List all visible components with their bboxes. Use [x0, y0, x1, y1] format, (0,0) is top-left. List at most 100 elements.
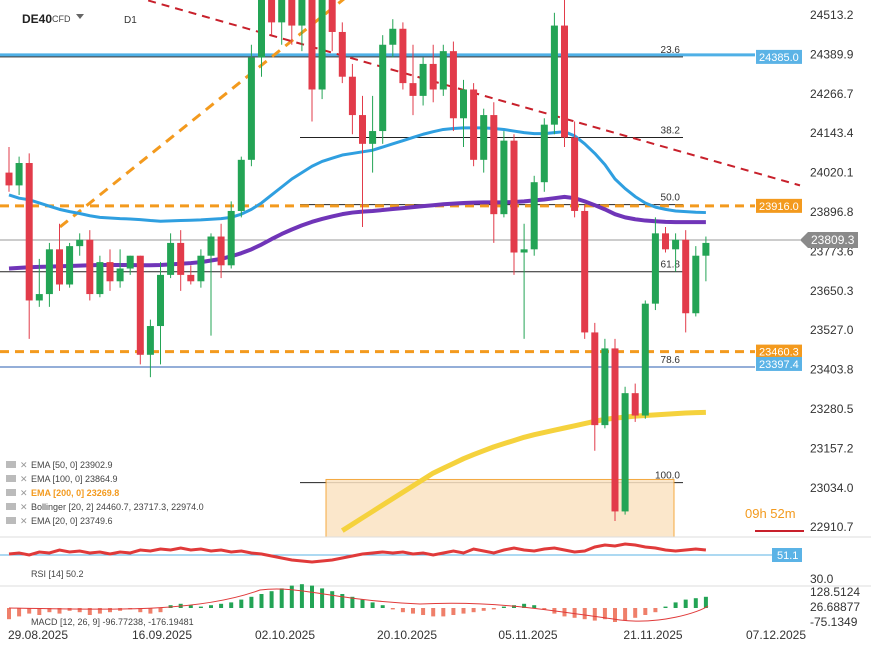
legend-close-icon[interactable]: ✕: [20, 460, 28, 470]
macd-bar: [188, 605, 193, 608]
macd-bar: [310, 585, 314, 608]
macd-bar: [481, 608, 486, 611]
macd-bar: [431, 608, 436, 617]
candle-body: [682, 239, 690, 314]
rsi-line: [8, 542, 707, 564]
macd-bar: [148, 608, 153, 614]
macd-bar: [633, 608, 638, 618]
chevron-down-icon[interactable]: [76, 14, 84, 19]
macd-bar: [532, 605, 537, 608]
price-tag-label: 23397.4: [759, 359, 799, 371]
indicator-legend[interactable]: ✕ EMA [50, 0] 23902.9✕ EMA [100, 0] 23864.…: [6, 460, 204, 526]
legend-label: Bollinger [20, 2] 24460.7, 23717.3, 2297…: [31, 502, 204, 512]
x-tick-label: 07.12.2025: [746, 628, 806, 642]
macd-bar: [87, 608, 92, 615]
candle-body: [268, 0, 276, 23]
macd-bar: [471, 608, 476, 613]
candles: [5, 0, 710, 522]
instrument-type: CFD: [52, 14, 71, 24]
x-tick-label: 05.11.2025: [498, 628, 557, 642]
rsi-label: RSI [14] 50.2: [31, 569, 84, 579]
legend-settings-icon[interactable]: [6, 461, 16, 468]
legend-close-icon[interactable]: ✕: [20, 474, 28, 484]
candle-body: [328, 0, 336, 32]
candle-body: [167, 242, 175, 275]
y-tick-label: 23403.8: [810, 363, 854, 377]
macd-bar: [592, 608, 597, 621]
timeframe-label: D1: [124, 15, 137, 26]
legend-close-icon[interactable]: ✕: [20, 502, 28, 512]
candle-body: [591, 332, 599, 426]
x-tick-label: 21.11.2025: [623, 628, 682, 642]
macd-bar: [643, 608, 648, 615]
candle-body: [348, 76, 356, 116]
macd-bar: [37, 608, 42, 615]
overlays: [0, 0, 801, 538]
chart-header[interactable]: DE40 CFD: [3, 8, 99, 28]
macd-signal-line: [8, 588, 709, 622]
macd-bar: [542, 608, 547, 610]
macd-bar: [683, 599, 688, 608]
candle-body: [318, 0, 326, 90]
candle-body: [288, 0, 296, 26]
price-axis: 24513.2 24389.9 24266.7 24143.4 24020.1 23896…: [810, 8, 854, 534]
candle-body: [66, 246, 74, 285]
candle-body: [611, 348, 619, 512]
y-tick-label: 23650.3: [810, 284, 854, 298]
legend-settings-icon[interactable]: [6, 475, 16, 482]
macd-bar: [279, 588, 284, 608]
candle-body: [247, 57, 255, 160]
legend-close-icon[interactable]: ✕: [20, 488, 28, 498]
legend-settings-icon[interactable]: [6, 517, 16, 524]
macd-bar: [421, 608, 426, 615]
candle-body: [217, 236, 225, 266]
macd-bar: [451, 608, 456, 615]
macd-bar: [360, 599, 365, 608]
y-tick-label: 23157.2: [810, 441, 854, 455]
gridlines: 23.6 38.2 50.0 61.8 78.6 100.0: [0, 45, 800, 484]
timeframe-selector[interactable]: D1: [124, 15, 137, 26]
candle-body: [419, 63, 427, 96]
macd-bar: [118, 608, 123, 611]
price-tag: [756, 356, 802, 371]
price-tag: [756, 344, 802, 359]
macd-bar: [441, 608, 446, 617]
macd-bar: [108, 608, 112, 613]
macd-bar: [299, 584, 304, 608]
candle-body: [621, 393, 629, 512]
macd-bar: [259, 594, 264, 608]
candle-body: [429, 63, 437, 90]
macd-bar: [350, 596, 355, 608]
legend-close-icon[interactable]: ✕: [20, 516, 28, 526]
candle-body: [369, 131, 377, 144]
macd-bar: [663, 606, 668, 608]
candle-body: [409, 83, 417, 96]
candle-body: [25, 163, 33, 301]
candle-body: [207, 236, 215, 256]
candle-body: [126, 255, 134, 269]
candle-body: [197, 255, 205, 282]
price-tag-label: 23460.3: [759, 347, 799, 359]
y-tick-label: 24389.9: [810, 47, 854, 61]
candle-body: [490, 115, 498, 215]
legend-settings-icon[interactable]: [6, 503, 16, 510]
candle-body: [662, 233, 669, 250]
candle-body: [561, 25, 568, 138]
candle-body: [460, 89, 467, 119]
macd-bar: [461, 608, 466, 614]
fib-label: 61.8: [661, 260, 681, 271]
candle-body: [672, 239, 680, 250]
candle-body: [470, 89, 478, 160]
downtrend-line: [142, 0, 801, 187]
candle-body: [449, 51, 457, 119]
rsi-tag: [772, 548, 802, 562]
macd-bar: [623, 608, 628, 621]
y-tick-label: 24266.7: [810, 87, 854, 101]
x-tick-label: 20.10.2025: [377, 628, 437, 642]
price-tag: [756, 198, 802, 213]
legend-settings-icon[interactable]: [6, 489, 16, 496]
candle-body: [702, 242, 710, 256]
price-tag: [756, 49, 802, 64]
